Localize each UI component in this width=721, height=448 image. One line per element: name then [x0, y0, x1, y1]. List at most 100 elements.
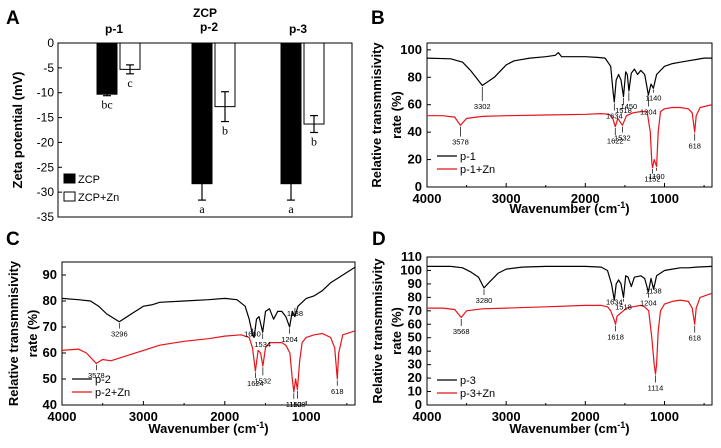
y-tick-label: 20 — [408, 370, 422, 385]
x-tick-label: 3000 — [492, 409, 521, 424]
peak-label: 3578 — [88, 371, 105, 380]
peak-label: 1140 — [645, 94, 661, 103]
legend-label: p-3 — [460, 375, 476, 387]
y-tick-label: -30 — [37, 185, 55, 199]
legend-label: ZCP — [78, 174, 100, 186]
y-tick-label: 110 — [401, 249, 422, 264]
series-line — [427, 265, 712, 301]
series-line — [62, 266, 355, 338]
panel-c: C 4000 3000 2000 1000 40 50 60 70 80 90 Wavenumber … — [6, 229, 356, 436]
y-tick-label: -35 — [37, 210, 55, 224]
series-group — [427, 265, 712, 375]
peak-label: 1152 — [644, 175, 660, 184]
y-tick-label: 10 — [408, 384, 422, 399]
legend-label: p-2+Zn — [95, 387, 130, 399]
x-axis-title-sup: -1 — [617, 200, 625, 210]
peak-label: 1518 — [615, 106, 632, 115]
x-tick-label: 1000 — [292, 409, 321, 424]
series-line — [427, 51, 712, 103]
peak-label: 1532 — [614, 134, 631, 143]
panel-b: B 4000 3000 2000 1000 0 20 40 60 80 100 Wavenumber … — [369, 8, 713, 216]
x-tick-label: 3000 — [492, 191, 521, 206]
peak-label: 1204 — [640, 107, 657, 116]
significance-letter: a — [199, 202, 205, 216]
x-axis-title-end: ) — [625, 421, 629, 436]
legend-label: p-3+Zn — [460, 388, 495, 400]
y-tick-label: 60 — [408, 97, 422, 112]
peak-label: 3302 — [474, 102, 491, 111]
peak-label: 3578 — [452, 138, 469, 147]
y-tick-label: -15 — [37, 111, 55, 125]
panel-a: A ZCP 0 -5 -10 -15 -20 -25 -30 -35 Zeta potential … — [6, 6, 353, 224]
peak-label: 618 — [688, 334, 701, 343]
x-tick-label: 2000 — [571, 409, 600, 424]
y-tick-label: -5 — [43, 61, 54, 75]
y-tick-label: 100 — [400, 42, 422, 57]
legend-label: p-1 — [460, 151, 476, 163]
panel-letter-a: A — [6, 8, 20, 29]
peak-label: 1138 — [646, 287, 662, 296]
peak-label: 1100 — [649, 172, 665, 181]
plot-frame — [61, 261, 356, 406]
y-tick-label: -25 — [37, 160, 55, 174]
legend-swatch — [63, 173, 76, 184]
peak-label: 1114 — [648, 383, 664, 392]
peak-label: 1518 — [615, 303, 632, 312]
plot-frame — [426, 42, 713, 188]
x-axis-title-sup: -1 — [256, 420, 264, 430]
bar — [303, 42, 325, 125]
y-tick-label: 50 — [43, 371, 57, 386]
legend-label: p-1+Zn — [460, 164, 495, 176]
legend-label: ZCP+Zn — [78, 192, 119, 204]
x-tick-label: 1000 — [650, 409, 679, 424]
peak-label: 1204 — [640, 299, 657, 308]
series-line — [62, 330, 355, 393]
y-tick-label: 80 — [43, 293, 57, 308]
x-tick-label: 4000 — [413, 191, 442, 206]
panel-letter-b: B — [371, 8, 385, 29]
y-tick-label: 50 — [408, 330, 422, 345]
y-tick-label: 80 — [408, 69, 422, 84]
legend-label: p-2 — [95, 374, 111, 386]
bar — [96, 42, 118, 95]
series-group — [62, 266, 355, 393]
y-tick-label: 80 — [408, 289, 422, 304]
series-line — [427, 104, 712, 169]
series-group — [427, 51, 712, 169]
peak-label: 618 — [688, 142, 701, 151]
x-axis-title: Wavenumber (cm-1) — [148, 420, 268, 436]
significance-letter: a — [288, 202, 294, 216]
x-tick-label: 3000 — [129, 409, 158, 424]
y-axis-title-line1: Relative transmmisivity — [6, 260, 21, 406]
significance-letter: b — [222, 124, 228, 138]
bar — [191, 42, 213, 185]
peak-label: 3280 — [476, 296, 493, 305]
x-axis-title: Wavenumber (cm-1) — [509, 200, 629, 216]
x-tick-label: 2000 — [210, 409, 239, 424]
y-tick-label: 60 — [408, 316, 422, 331]
x-axis-title: Wavenumber (cm-1) — [509, 420, 629, 436]
x-axis-title-main: Wavenumber (cm — [509, 421, 617, 436]
y-axis-title-line1: Relative transmmisivity — [370, 258, 385, 404]
peak-label: 1450 — [621, 102, 638, 111]
x-axis-title-main: Wavenumber (cm — [509, 201, 617, 216]
y-tick-label: 70 — [43, 319, 57, 334]
peak-label: 3568 — [453, 327, 470, 336]
panel-letter-d: D — [372, 229, 386, 250]
series-line — [427, 292, 712, 375]
y-tick-label: 40 — [408, 124, 422, 139]
y-tick-label: 100 — [400, 262, 422, 277]
y-tick-label: 30 — [408, 357, 422, 372]
peak-label: 618 — [331, 387, 344, 396]
panel-letter-c: C — [6, 229, 20, 250]
y-tick-label: 0 — [415, 179, 422, 194]
x-tick-label: 4000 — [48, 409, 77, 424]
y-axis-title-line1: Relative transmmisivity — [369, 42, 384, 188]
x-axis-title-main: Wavenumber (cm — [148, 421, 256, 436]
bar — [280, 42, 302, 185]
y-tick-label: -10 — [37, 86, 55, 100]
chart-title: ZCP — [193, 6, 217, 20]
category-label: p-2 — [200, 20, 218, 34]
peak-label: 1624 — [247, 379, 264, 388]
